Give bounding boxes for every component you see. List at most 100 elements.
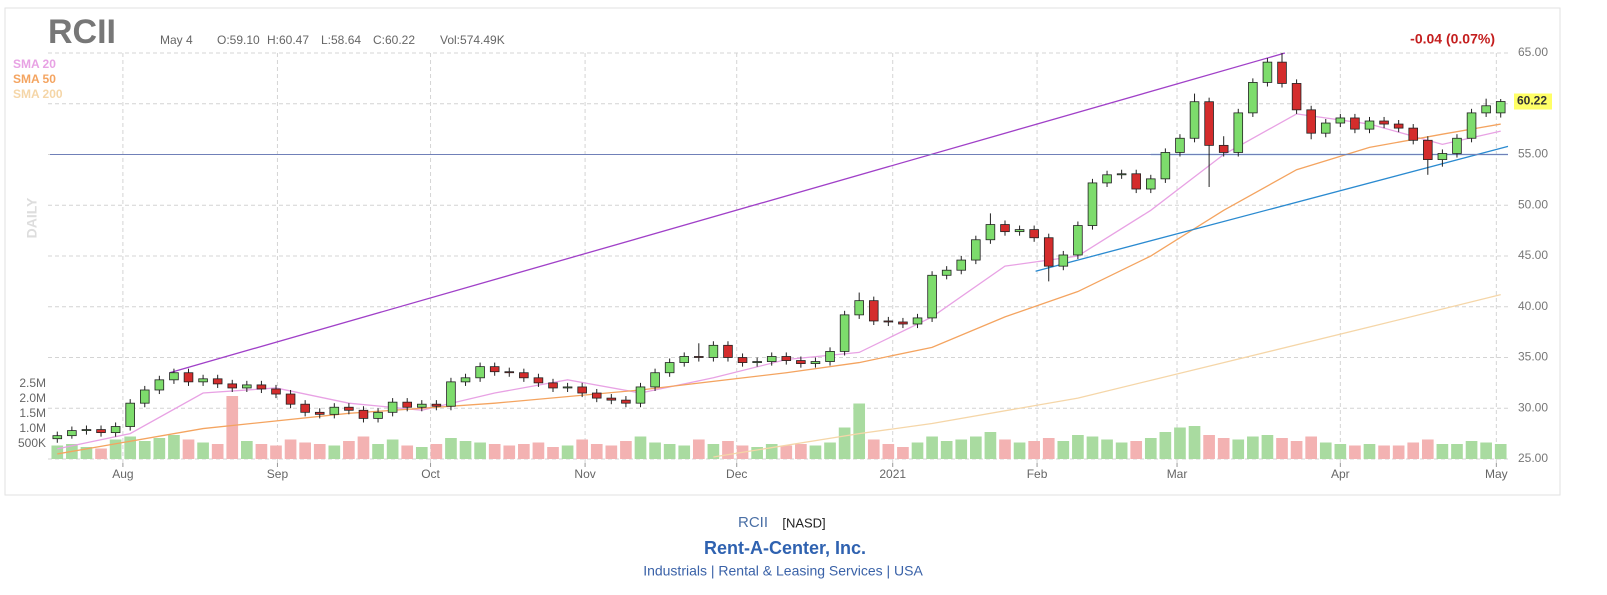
volume-bar: [1174, 427, 1186, 459]
volume-bar: [1349, 445, 1361, 459]
candle-body: [227, 383, 238, 389]
volume: Vol:574.49K: [440, 33, 505, 47]
candle-body: [912, 317, 923, 325]
volume-bar: [678, 445, 691, 459]
x-tick-label: May: [1485, 467, 1508, 481]
candle-body: [548, 382, 558, 389]
volume-bar: [518, 444, 530, 459]
candle-body: [1320, 122, 1331, 134]
volume-bar: [1072, 435, 1084, 459]
candle-body: [781, 356, 792, 361]
volume-bar: [1305, 436, 1318, 459]
candle-body: [1408, 127, 1419, 141]
volume-bar: [1392, 445, 1405, 459]
candle-body: [504, 371, 515, 374]
volume-bar: [1013, 442, 1026, 459]
volume-bar: [430, 444, 443, 459]
volume-tick-label: 1.0M: [19, 421, 46, 435]
volume-bar: [1363, 444, 1376, 459]
candle-body: [1073, 225, 1083, 256]
candle-body: [956, 259, 967, 271]
candle-body: [985, 224, 996, 241]
y-tick-label: 50.00: [1518, 197, 1548, 211]
candle-body: [810, 361, 821, 364]
volume-bar: [51, 445, 64, 459]
volume-tick-label: 500K: [18, 436, 46, 450]
candle-body: [562, 386, 573, 389]
x-tick-label: Apr: [1331, 467, 1350, 481]
candle-body: [519, 372, 529, 379]
candle-body: [1423, 139, 1433, 160]
volume-bar: [1451, 444, 1463, 459]
volume-bar: [1203, 435, 1215, 459]
classification[interactable]: Industrials | Rental & Leasing Services …: [643, 563, 923, 579]
volume-bar: [474, 442, 486, 459]
candle-body: [314, 411, 325, 415]
volume-bar: [838, 427, 851, 459]
candle-body: [591, 392, 602, 399]
candle-body: [1014, 229, 1025, 233]
y-tick-label: 35.00: [1518, 350, 1548, 364]
candle-body: [1364, 120, 1375, 130]
candle-body: [52, 435, 63, 440]
volume-tick-label: 1.5M: [19, 406, 46, 420]
volume-bar: [80, 447, 93, 459]
candle-body: [198, 378, 208, 383]
volume-bar: [255, 444, 268, 459]
volume-bar: [1276, 438, 1288, 459]
candle-body: [1087, 182, 1098, 226]
volume-bar: [1247, 436, 1259, 459]
candle-body: [446, 381, 456, 407]
candle-body: [1291, 83, 1302, 111]
candle-body: [1043, 237, 1054, 267]
volume-bar: [1319, 442, 1332, 459]
candle-body: [708, 344, 719, 358]
volume-bar: [999, 439, 1011, 459]
candle-body: [1335, 117, 1346, 124]
low: L:58.64: [321, 33, 361, 47]
candle-body: [1466, 112, 1477, 139]
candle-body: [679, 356, 690, 363]
candle-body: [460, 377, 471, 383]
candle-body: [96, 429, 106, 434]
volume-bar: [1436, 444, 1449, 459]
candle-body: [650, 372, 660, 388]
footer-symbol[interactable]: RCII: [738, 514, 768, 531]
volume-bar: [357, 436, 370, 459]
volume-bar: [1232, 439, 1245, 459]
candle-body: [67, 430, 77, 437]
candle-body: [1248, 82, 1258, 114]
volume-bar: [780, 445, 793, 459]
x-tick-label: Mar: [1167, 467, 1188, 481]
volume-bar: [270, 445, 282, 459]
volume-bar: [1494, 444, 1507, 459]
volume-bar: [503, 445, 516, 459]
candle-body: [694, 356, 704, 358]
volume-bar: [722, 441, 734, 459]
candle-body: [285, 393, 296, 405]
volume-bar: [240, 441, 253, 459]
candle-body: [723, 344, 733, 358]
volume-bar: [955, 439, 968, 459]
last-price-label: 60.22: [1517, 94, 1547, 108]
candle-body: [212, 378, 223, 385]
volume-bar: [1057, 441, 1070, 459]
volume-bar: [299, 442, 311, 459]
volume-bar: [445, 438, 457, 459]
candle-body: [271, 388, 281, 395]
volume-bar: [95, 448, 107, 459]
volume-bar: [372, 444, 384, 459]
candle-body: [417, 403, 427, 408]
volume-bar: [620, 441, 632, 459]
volume-bar: [663, 444, 676, 459]
candle-body: [475, 366, 485, 379]
candle-body: [752, 361, 762, 363]
candle-body: [577, 386, 587, 394]
candle-body: [1218, 144, 1229, 153]
candle-body: [242, 384, 252, 389]
volume-bar: [168, 435, 180, 459]
candle-body: [1146, 178, 1156, 190]
candle-body: [796, 360, 806, 364]
volume-bar: [969, 436, 982, 459]
candle-body: [664, 362, 675, 374]
